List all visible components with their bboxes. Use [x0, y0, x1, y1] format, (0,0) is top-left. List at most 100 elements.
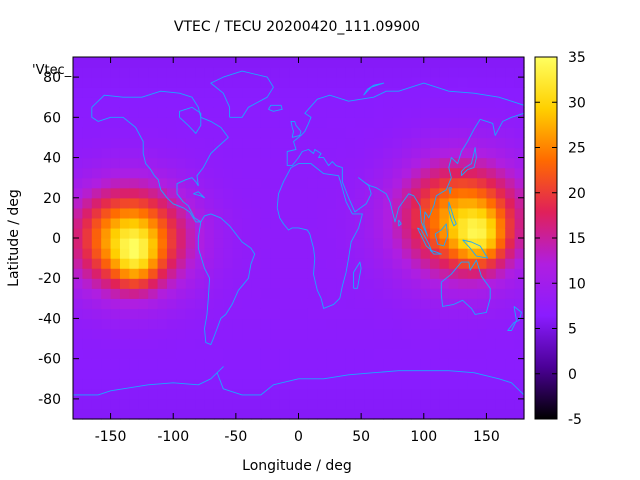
- heatmap-cell: [392, 328, 403, 340]
- heatmap-cell: [129, 217, 140, 229]
- heatmap-cell: [514, 388, 525, 400]
- heatmap-cell: [467, 278, 478, 289]
- heatmap-cell: [73, 57, 83, 68]
- heatmap-cell: [204, 328, 215, 340]
- heatmap-cell: [326, 408, 337, 420]
- heatmap-cell: [317, 217, 328, 229]
- heatmap-cell: [467, 328, 478, 340]
- heatmap-cell: [364, 197, 375, 209]
- heatmap-cell: [383, 147, 394, 159]
- heatmap-cell: [73, 318, 83, 330]
- heatmap-cell: [364, 408, 375, 420]
- heatmap-cell: [279, 298, 290, 309]
- heatmap-cell: [420, 97, 431, 108]
- x-tick-label: 0: [294, 429, 303, 445]
- heatmap-cell: [486, 378, 497, 390]
- heatmap-cell: [439, 398, 450, 410]
- heatmap-cell: [430, 238, 441, 249]
- heatmap-cell: [420, 258, 431, 269]
- heatmap-cell: [279, 358, 290, 370]
- heatmap-cell: [91, 288, 102, 299]
- x-tick-label: 100: [410, 429, 437, 445]
- heatmap-cell: [129, 408, 140, 420]
- heatmap-cell: [166, 348, 177, 360]
- heatmap-cell: [411, 408, 422, 420]
- heatmap-cell: [307, 167, 318, 179]
- heatmap-cell: [185, 167, 196, 179]
- heatmap-cell: [420, 157, 431, 169]
- heatmap-cell: [307, 67, 318, 78]
- heatmap-cell: [326, 338, 337, 350]
- heatmap-cell: [336, 268, 347, 279]
- heatmap-cell: [495, 378, 506, 390]
- heatmap-cell: [260, 328, 271, 340]
- heatmap-cell: [420, 408, 431, 420]
- heatmap-cell: [336, 348, 347, 360]
- heatmap-cell: [289, 318, 300, 330]
- heatmap-cell: [82, 207, 93, 219]
- heatmap-cell: [420, 328, 431, 340]
- heatmap-cell: [101, 187, 112, 199]
- heatmap-cell: [430, 207, 441, 219]
- heatmap-cell: [213, 117, 224, 128]
- heatmap-cell: [364, 227, 375, 239]
- heatmap-cell: [439, 117, 450, 128]
- heatmap-cell: [204, 167, 215, 179]
- heatmap-cell: [448, 157, 459, 169]
- heatmap-cell: [223, 388, 234, 400]
- heatmap-cell: [336, 308, 347, 320]
- coastline-madagascar: [353, 261, 362, 289]
- heatmap-cell: [223, 187, 234, 199]
- heatmap-cell: [251, 358, 262, 370]
- heatmap-cell: [467, 408, 478, 420]
- heatmap-cell: [336, 127, 347, 139]
- heatmap-cell: [204, 227, 215, 239]
- heatmap-cell: [242, 227, 253, 239]
- heatmap-cell: [242, 408, 253, 420]
- heatmap-cell: [298, 268, 309, 279]
- heatmap-cell: [317, 378, 328, 390]
- heatmap-cell: [477, 378, 488, 390]
- heatmap-cell: [477, 398, 488, 410]
- x-tick-label: 150: [473, 429, 500, 445]
- heatmap-cell: [505, 298, 516, 309]
- heatmap-cell: [326, 368, 337, 380]
- heatmap-cell: [138, 187, 149, 199]
- heatmap-cell: [317, 238, 328, 249]
- heatmap-cell: [458, 238, 469, 249]
- heatmap-cell: [242, 398, 253, 410]
- heatmap-cell: [373, 248, 384, 259]
- heatmap-cell: [514, 338, 525, 350]
- heatmap-cell: [486, 97, 497, 108]
- heatmap-cell: [166, 398, 177, 410]
- heatmap-cell: [166, 187, 177, 199]
- heatmap-cell: [110, 398, 121, 410]
- heatmap-cell: [279, 217, 290, 229]
- heatmap-cell: [223, 278, 234, 289]
- heatmap-cell: [486, 258, 497, 269]
- heatmap-cell: [242, 238, 253, 249]
- heatmap-cell: [336, 328, 347, 340]
- heatmap-cell: [392, 258, 403, 269]
- heatmap-cell: [176, 298, 187, 309]
- heatmap-cell: [279, 278, 290, 289]
- heatmap-cell: [354, 338, 365, 350]
- heatmap-cell: [138, 97, 149, 108]
- heatmap-cell: [176, 197, 187, 209]
- heatmap-cell: [223, 248, 234, 259]
- heatmap-cell: [514, 308, 525, 320]
- heatmap-cell: [477, 278, 488, 289]
- heatmap-cell: [486, 77, 497, 88]
- x-tick-label: 50: [352, 429, 370, 445]
- heatmap-cell: [101, 248, 112, 259]
- heatmap-cell: [430, 227, 441, 239]
- heatmap-cell: [420, 177, 431, 189]
- heatmap-cell: [345, 408, 356, 420]
- heatmap-cell: [345, 378, 356, 390]
- heatmap-cell: [307, 398, 318, 410]
- heatmap-cell: [223, 268, 234, 279]
- heatmap-cell: [373, 57, 384, 68]
- heatmap-cell: [213, 187, 224, 199]
- heatmap-cell: [185, 298, 196, 309]
- heatmap-cell: [383, 248, 394, 259]
